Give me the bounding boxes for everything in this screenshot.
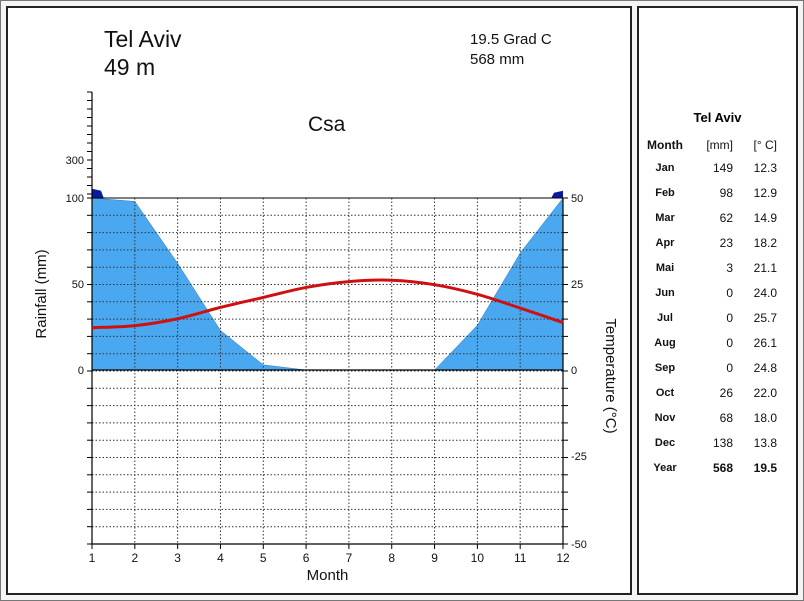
table-cell-temp: 12.3 — [753, 160, 777, 175]
rain-tick-label: 0 — [78, 365, 84, 377]
station-name: Tel Aviv — [104, 26, 182, 52]
y2-axis-title: Temperature (°C) — [602, 318, 619, 433]
table-cell-rain: 23 — [719, 235, 733, 250]
table-cell-temp: [° C] — [753, 137, 777, 152]
month-tick-label: 9 — [431, 551, 438, 565]
rainfall-excess-area — [551, 190, 563, 198]
table-header-row: Month [mm] [° C] — [643, 134, 777, 155]
table-cell-temp: 19.5 — [753, 460, 777, 475]
table-cell-rain: 149 — [712, 160, 733, 175]
table-cell-month: Mai — [655, 261, 675, 274]
month-tick-label: 4 — [217, 551, 224, 565]
table-cell-rain: 98 — [719, 185, 733, 200]
table-row: Jan 149 12.3 — [643, 155, 777, 180]
table-cell-temp: 22.0 — [753, 385, 777, 400]
temp-tick-label: 50 — [571, 193, 583, 205]
station-elevation: 49 m — [104, 54, 156, 80]
temp-tick-label: -50 — [571, 539, 587, 551]
temperature-line — [91, 278, 564, 330]
month-tick-label: 2 — [131, 551, 138, 565]
table-cell-month: Month — [647, 137, 683, 152]
table-cell-rain: 0 — [726, 360, 733, 375]
table-row: Sep 0 24.8 — [643, 355, 777, 380]
month-tick-label: 1 — [89, 551, 96, 565]
month-tick-label: 10 — [471, 551, 485, 565]
table-cell-rain: [mm] — [706, 137, 733, 152]
table-cell-temp: 18.2 — [753, 235, 777, 250]
temp-tick-label: 0 — [571, 365, 577, 377]
table-cell-rain: 68 — [719, 410, 733, 425]
table-cell-temp: 26.1 — [753, 335, 777, 350]
table-cell-rain: 138 — [712, 435, 733, 450]
month-tick-label: 12 — [556, 551, 570, 565]
table-row: Jul 0 25.7 — [643, 305, 777, 330]
table-cell-rain: 26 — [719, 385, 733, 400]
table-cell-rain: 3 — [726, 260, 733, 275]
table-cell-rain: 0 — [726, 285, 733, 300]
month-tick-label: 3 — [174, 551, 181, 565]
annual-rainfall: 568 mm — [470, 51, 525, 68]
climate-table: Month [mm] [° C] Jan 149 12.3 Feb 98 12.9 Mar 62 14… — [643, 134, 777, 480]
table-cell-rain: 0 — [726, 310, 733, 325]
temp-tick-label: 25 — [571, 279, 583, 291]
rainfall-excess-area — [92, 188, 104, 198]
table-cell-temp: 14.9 — [753, 210, 777, 225]
table-cell-month: Mar — [655, 211, 675, 224]
table-cell-rain: 0 — [726, 335, 733, 350]
climate-chart-panel: Tel Aviv 49 m 19.5 Grad C 568 mm Csa 300… — [6, 6, 632, 595]
table-cell-month: Aug — [654, 336, 676, 349]
table-cell-temp: 24.8 — [753, 360, 777, 375]
table-cell-temp: 25.7 — [753, 310, 777, 325]
table-cell-temp: 18.0 — [753, 410, 777, 425]
rain-tick-label: 100 — [66, 193, 84, 205]
table-row: Oct 26 22.0 — [643, 380, 777, 405]
table-row: Mar 62 14.9 — [643, 205, 777, 230]
table-cell-month: Jun — [655, 286, 675, 299]
table-cell-rain: 568 — [712, 460, 733, 475]
table-cell-month: Year — [653, 461, 677, 474]
month-tick-label: 7 — [346, 551, 353, 565]
table-row: Mai 3 21.1 — [643, 255, 777, 280]
table-row: Aug 0 26.1 — [643, 330, 777, 355]
climate-class: Csa — [308, 113, 346, 136]
table-cell-month: Dec — [654, 436, 676, 449]
table-cell-temp: 12.9 — [753, 185, 777, 200]
table-cell-temp: 24.0 — [753, 285, 777, 300]
table-cell-month: Oct — [655, 386, 675, 399]
table-cell-month: Jul — [657, 311, 673, 324]
rain-tick-label: 50 — [72, 279, 84, 291]
table-cell-month: Apr — [655, 236, 675, 249]
table-cell-temp: 21.1 — [753, 260, 777, 275]
table-cell-month: Nov — [654, 411, 676, 424]
month-tick-label: 8 — [388, 551, 395, 565]
month-tick-label: 11 — [514, 551, 527, 565]
temp-tick-label: -25 — [571, 451, 587, 463]
table-row: Feb 98 12.9 — [643, 180, 777, 205]
table-cell-temp: 13.8 — [753, 435, 777, 450]
mean-temperature: 19.5 Grad C — [470, 31, 552, 48]
climate-table-panel: Tel Aviv Month [mm] [° C] Jan 149 12.3 Feb 98 12… — [637, 6, 798, 595]
table-row: Dec 138 13.8 — [643, 430, 777, 455]
table-row: Jun 0 24.0 — [643, 280, 777, 305]
table-title: Tel Aviv — [693, 110, 742, 125]
x-axis-title: Month — [307, 567, 349, 584]
rain-tick-label: 300 — [66, 155, 84, 167]
y-axis-title: Rainfall (mm) — [33, 249, 50, 338]
table-row: Apr 23 18.2 — [643, 230, 777, 255]
table-cell-month: Jan — [655, 161, 675, 174]
table-total-row: Year 568 19.5 — [643, 455, 777, 480]
month-tick-label: 5 — [260, 551, 267, 565]
table-cell-month: Feb — [655, 186, 675, 199]
month-tick-label: 6 — [303, 551, 310, 565]
table-cell-rain: 62 — [719, 210, 733, 225]
table-row: Nov 68 18.0 — [643, 405, 777, 430]
table-cell-month: Sep — [654, 361, 676, 374]
